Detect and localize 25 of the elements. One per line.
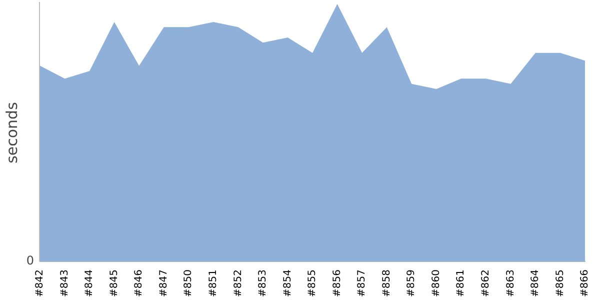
x-tick-label: #844 <box>84 270 96 298</box>
x-tick-label: #847 <box>158 270 170 298</box>
x-tick-label: #866 <box>580 270 591 298</box>
x-tick-label: #853 <box>258 270 269 298</box>
x-tick-label: #860 <box>430 270 442 298</box>
x-tick-label: #852 <box>232 270 244 298</box>
x-tick-label: #856 <box>332 270 343 298</box>
x-tick-label: #863 <box>505 270 516 298</box>
x-tick-label: #861 <box>456 270 467 298</box>
text: 0 <box>26 254 34 268</box>
x-tick-label: #846 <box>134 270 145 298</box>
x-tick-label: #842 <box>34 270 46 298</box>
x-tick-label: #855 <box>307 270 318 298</box>
x-tick-label: #854 <box>282 270 294 298</box>
x-tick-label: #857 <box>356 270 368 298</box>
x-tick-label: #851 <box>208 270 220 298</box>
x-tick-label: #858 <box>381 270 392 298</box>
y-axis-title: seconds <box>2 102 21 164</box>
x-tick-label: #865 <box>554 270 566 298</box>
x-tick-label: #859 <box>406 270 418 298</box>
x-tick-label: #843 <box>59 270 70 298</box>
x-tick-label: #845 <box>108 270 120 298</box>
x-tick-label: #850 <box>183 270 194 298</box>
x-tick-label: #864 <box>530 270 542 298</box>
x-tick-label: #862 <box>480 270 492 298</box>
